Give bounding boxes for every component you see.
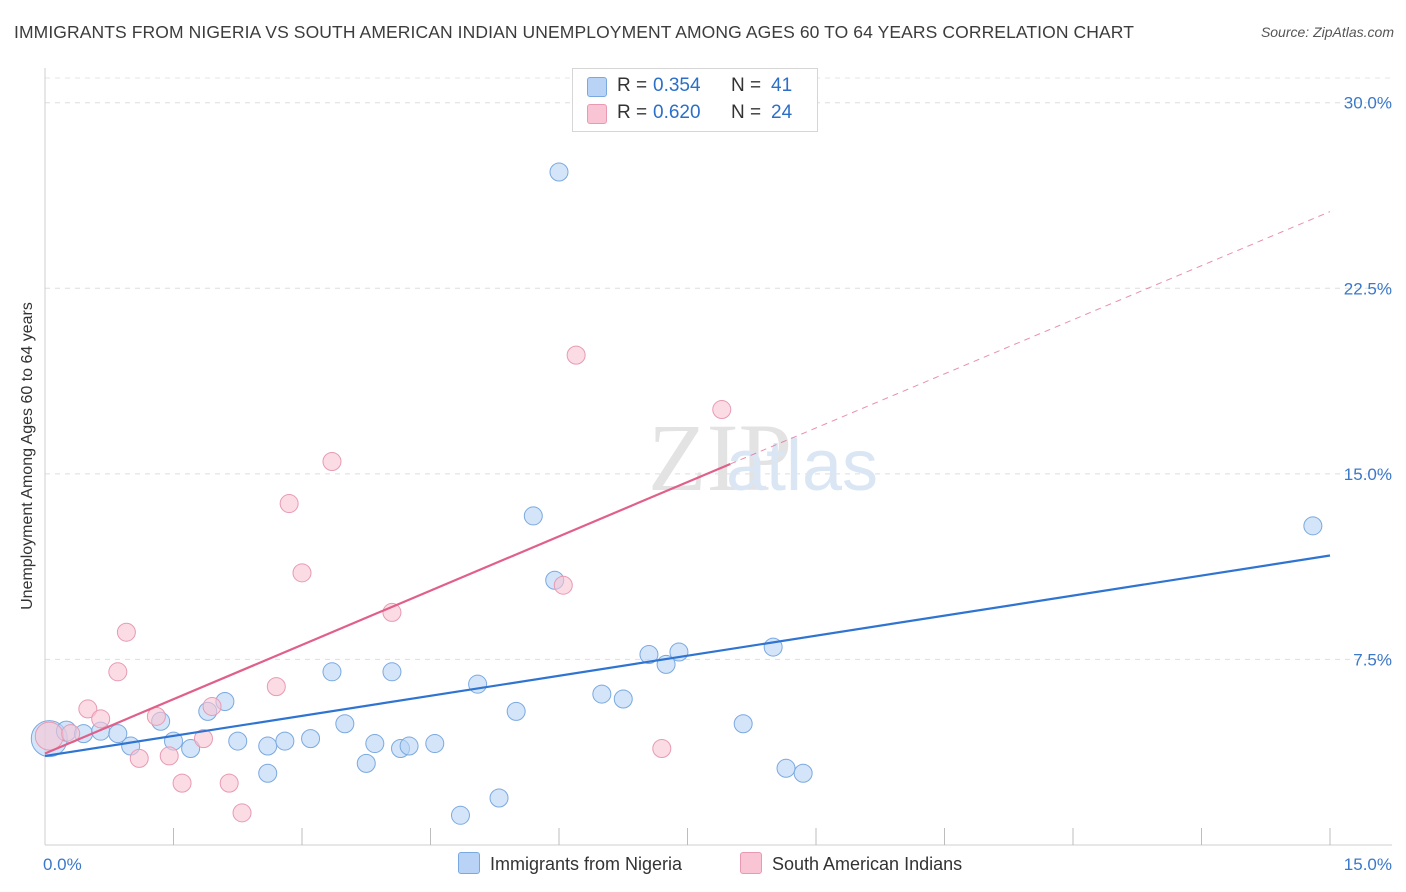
- point-south-american-indian: [34, 721, 64, 751]
- point-nigeria: [228, 731, 248, 751]
- y-tick-label: 15.0%: [1344, 465, 1392, 484]
- legend-swatch-blue: [587, 77, 607, 97]
- point-nigeria: [613, 689, 633, 709]
- point-south-american-indian: [219, 773, 239, 793]
- point-nigeria: [450, 805, 470, 825]
- legend-n-label: N =: [731, 75, 762, 96]
- watermark-zip: ZIP: [648, 404, 792, 511]
- point-south-american-indian: [553, 575, 573, 595]
- y-tick-label: 22.5%: [1344, 279, 1392, 298]
- legend-n-label: N =: [731, 102, 762, 123]
- point-south-american-indian: [202, 696, 222, 716]
- point-south-american-indian: [108, 662, 128, 682]
- legend-n-value: 41: [771, 75, 793, 96]
- series-legend-south-american-indians: South American Indians: [740, 852, 962, 875]
- legend-r-label: R =: [617, 75, 648, 96]
- legend-r-label: R =: [617, 102, 648, 123]
- point-nigeria: [108, 724, 128, 744]
- x-tick-label: 15.0%: [1344, 855, 1392, 874]
- point-nigeria: [356, 753, 376, 773]
- point-nigeria: [382, 662, 402, 682]
- point-nigeria: [258, 763, 278, 783]
- point-south-american-indian: [116, 622, 136, 642]
- legend-swatch-pink: [587, 104, 607, 124]
- point-south-american-indian: [652, 739, 672, 759]
- point-nigeria: [489, 788, 509, 808]
- point-south-american-indian: [193, 729, 213, 749]
- trend-extension-south-american-indians: [730, 211, 1331, 465]
- point-layer: [30, 162, 1323, 825]
- legend-r-value: 0.354: [653, 75, 701, 96]
- point-nigeria: [335, 714, 355, 734]
- point-south-american-indian: [129, 748, 149, 768]
- point-south-american-indian: [172, 773, 192, 793]
- point-south-american-indian: [78, 699, 98, 719]
- point-nigeria: [365, 734, 385, 754]
- grid-layer: [45, 77, 1392, 660]
- point-nigeria: [549, 162, 569, 182]
- point-nigeria: [506, 701, 526, 721]
- series-swatch-blue: [458, 852, 480, 874]
- point-south-american-indian: [322, 452, 342, 471]
- point-nigeria: [258, 736, 278, 756]
- series-legend-nigeria: Immigrants from Nigeria: [458, 852, 682, 875]
- series-name-south-american-indians: South American Indians: [772, 854, 963, 874]
- point-nigeria: [301, 729, 321, 749]
- series-name-nigeria: Immigrants from Nigeria: [490, 854, 683, 874]
- point-nigeria: [275, 731, 295, 751]
- y-tick-label: 7.5%: [1353, 650, 1392, 669]
- series-swatch-pink: [740, 852, 762, 874]
- point-nigeria: [592, 684, 612, 704]
- trend-line-nigeria: [44, 554, 1331, 758]
- point-nigeria: [399, 736, 419, 756]
- label-layer: 7.5% 15.0% 22.5% 30.0% 0.0% 15.0%: [43, 94, 1392, 874]
- point-south-american-indian: [159, 746, 179, 766]
- point-south-american-indian: [91, 709, 111, 729]
- legend-r-value: 0.620: [653, 102, 701, 123]
- point-south-american-indian: [566, 345, 586, 365]
- axis-layer: [44, 68, 1392, 846]
- point-south-american-indian: [266, 677, 286, 697]
- point-nigeria: [793, 763, 813, 783]
- y-tick-label: 30.0%: [1344, 94, 1392, 113]
- point-nigeria: [1303, 516, 1323, 536]
- point-south-american-indian: [232, 803, 252, 823]
- watermark-atlas: atlas: [726, 426, 878, 506]
- chart-title: IMMIGRANTS FROM NIGERIA VS SOUTH AMERICA…: [14, 22, 1135, 42]
- point-nigeria: [776, 758, 796, 778]
- x-tick-label: 0.0%: [43, 855, 82, 874]
- correlation-legend: R = 0.354 N = 41 R = 0.620 N = 24: [572, 68, 818, 132]
- source-note: Source: ZipAtlas.com: [1260, 24, 1394, 40]
- point-nigeria: [425, 734, 445, 754]
- point-nigeria: [523, 506, 543, 526]
- point-nigeria: [733, 714, 753, 734]
- trend-layer: [44, 211, 1331, 758]
- point-nigeria: [322, 662, 342, 682]
- point-south-american-indian: [712, 400, 732, 420]
- point-nigeria: [639, 644, 659, 664]
- legend-n-value: 24: [771, 102, 793, 123]
- point-nigeria: [181, 739, 201, 759]
- point-south-american-indian: [292, 563, 312, 583]
- point-south-american-indian: [279, 494, 299, 514]
- trend-line-south-american-indians: [44, 462, 731, 755]
